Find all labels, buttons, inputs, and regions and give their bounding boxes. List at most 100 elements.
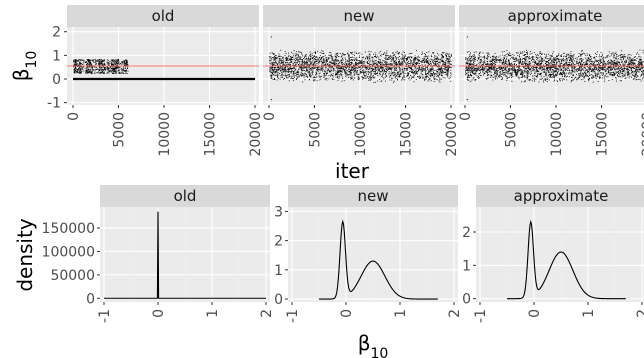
trace-point — [109, 70, 110, 72]
trace-point — [416, 56, 418, 58]
trace-point — [623, 67, 625, 69]
trace-point — [434, 60, 435, 62]
trace-point — [343, 67, 344, 69]
trace-point — [314, 77, 316, 79]
trace-point — [297, 53, 299, 55]
trace-point — [550, 63, 552, 65]
trace-point — [90, 61, 92, 63]
trace-point — [421, 70, 423, 72]
trace-point — [558, 69, 560, 71]
trace-point — [336, 67, 338, 69]
trace-point — [354, 58, 356, 60]
trace-point — [382, 73, 383, 75]
trace-point — [601, 61, 603, 63]
trace-point — [566, 59, 568, 61]
trace-point — [313, 56, 315, 58]
trace-point — [314, 60, 316, 62]
trace-point — [303, 74, 305, 76]
trace-point — [331, 62, 333, 64]
trace-point — [486, 52, 488, 54]
trace-point — [635, 71, 637, 73]
trace-point — [291, 70, 293, 72]
trace-point — [271, 77, 273, 79]
trace-point — [400, 64, 401, 65]
trace-point — [93, 61, 95, 63]
trace-point — [386, 50, 388, 52]
trace-point — [562, 69, 564, 71]
trace-point — [588, 79, 590, 81]
trace-point — [436, 59, 438, 61]
trace-point — [269, 56, 271, 58]
trace-point — [342, 63, 344, 65]
trace-point — [580, 73, 582, 75]
trace-point — [628, 73, 630, 75]
trace-point — [422, 78, 424, 80]
trace-point — [526, 72, 528, 73]
trace-point — [98, 68, 100, 70]
trace-point — [580, 54, 582, 56]
trace-point — [380, 67, 381, 69]
trace-point — [281, 69, 283, 71]
trace-point — [573, 57, 575, 59]
trace-point — [299, 61, 300, 63]
trace-point — [613, 57, 615, 59]
trace-point — [592, 75, 594, 77]
trace-point — [83, 70, 85, 72]
trace-point — [617, 62, 619, 64]
trace-point — [610, 68, 612, 70]
trace-point — [118, 63, 120, 64]
trace-point — [423, 62, 425, 64]
trace-point — [124, 71, 126, 72]
trace-point — [465, 72, 467, 74]
trace-point — [306, 70, 308, 71]
trace-point — [323, 75, 325, 77]
trace-point — [352, 53, 354, 55]
trace-point — [311, 68, 313, 70]
trace-point — [621, 56, 623, 58]
trace-point — [603, 57, 605, 59]
trace-point — [439, 81, 441, 83]
trace-point — [112, 71, 114, 73]
trace-point — [601, 56, 602, 58]
trace-point — [441, 70, 443, 72]
trace-point — [112, 72, 113, 74]
trace-point — [602, 66, 604, 68]
trace-point — [82, 59, 84, 61]
trace-point — [598, 69, 600, 71]
trace-point — [359, 67, 361, 69]
trace-point — [338, 70, 339, 72]
trace-point — [341, 59, 343, 61]
trace-point — [327, 68, 329, 70]
trace-point — [317, 70, 319, 72]
trace-point — [350, 72, 352, 74]
trace-point — [381, 80, 383, 82]
trace-point — [378, 61, 380, 62]
trace-point — [482, 64, 484, 65]
trace-point — [284, 71, 286, 73]
trace-point — [88, 60, 90, 62]
trace-point — [366, 61, 368, 63]
trace-point — [315, 61, 317, 63]
trace-point — [369, 61, 371, 63]
trace-point — [337, 71, 339, 73]
trace-point — [400, 72, 402, 74]
trace-point — [623, 55, 625, 57]
trace-point — [406, 75, 408, 77]
trace-point — [491, 63, 493, 65]
trace-point — [525, 62, 527, 64]
trace-point — [414, 62, 416, 64]
trace-point — [73, 61, 75, 63]
trace-point — [296, 72, 298, 74]
trace-point — [612, 67, 614, 69]
trace-point — [292, 62, 294, 64]
trace-point — [279, 67, 281, 69]
trace-point — [592, 64, 594, 66]
trace-point — [274, 56, 276, 58]
trace-point — [356, 71, 358, 73]
trace-point — [114, 68, 116, 70]
trace-point — [447, 66, 448, 68]
trace-point — [277, 66, 278, 68]
trace-point — [568, 53, 569, 55]
trace-point — [537, 69, 538, 71]
trace-point — [536, 57, 538, 59]
